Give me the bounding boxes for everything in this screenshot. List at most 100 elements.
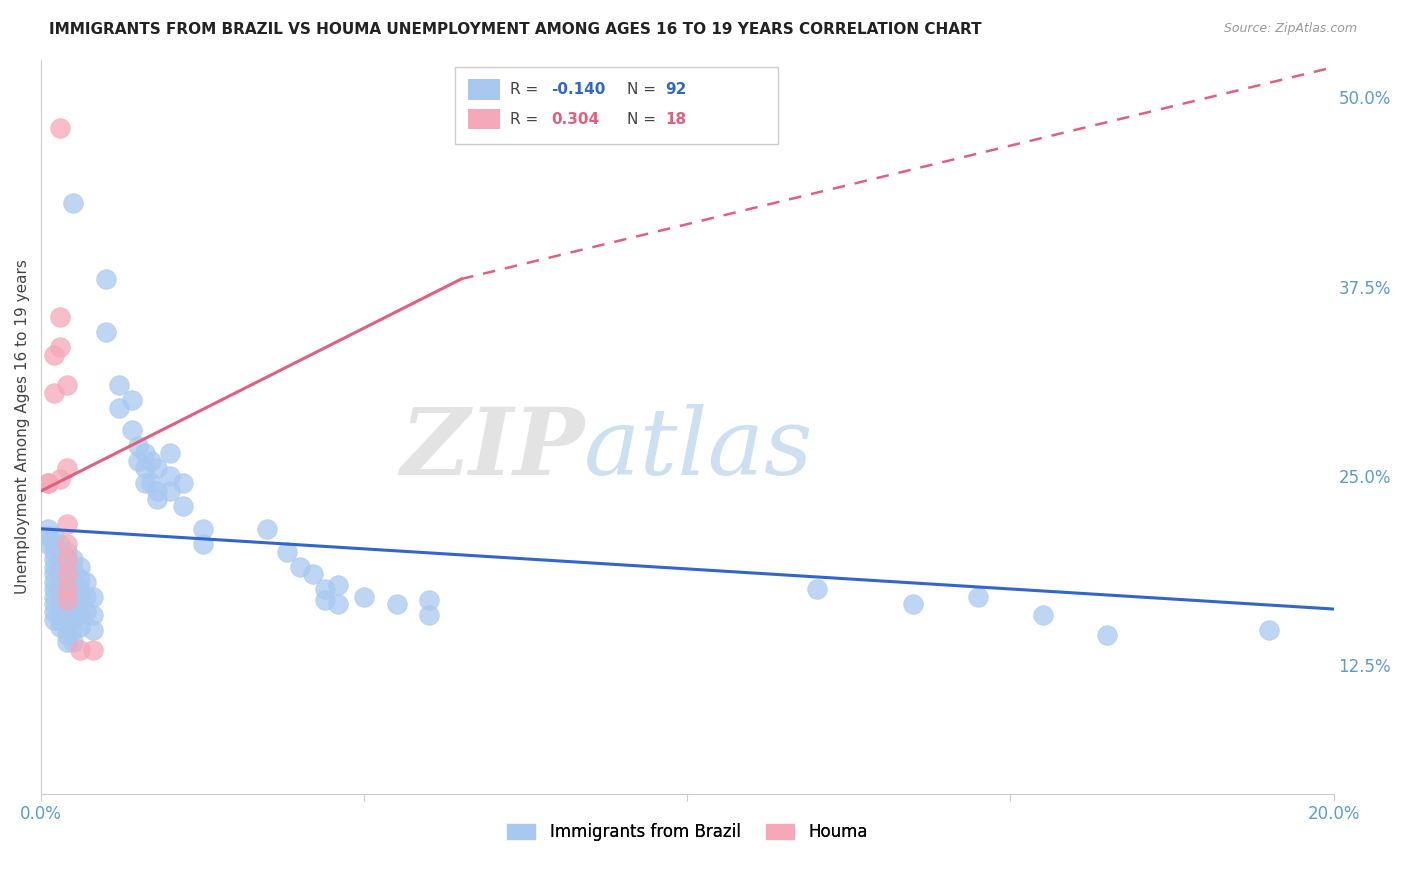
Point xyxy=(42,574,65,589)
Point xyxy=(94,325,117,339)
Point xyxy=(49,590,72,604)
Point xyxy=(276,544,298,558)
Text: N =: N = xyxy=(627,112,661,127)
Point xyxy=(69,559,91,574)
Point xyxy=(806,582,828,597)
Text: 18: 18 xyxy=(665,112,686,127)
Point xyxy=(56,582,79,597)
Point xyxy=(56,620,79,634)
Point xyxy=(62,196,84,211)
Point xyxy=(328,598,350,612)
Point xyxy=(56,544,79,558)
Point xyxy=(127,453,149,467)
Point xyxy=(49,340,72,354)
Point xyxy=(134,476,156,491)
Point xyxy=(301,567,323,582)
Point xyxy=(69,593,91,607)
Text: 0.304: 0.304 xyxy=(551,112,600,127)
Point xyxy=(75,590,97,604)
Point xyxy=(191,522,214,536)
Point xyxy=(314,593,336,607)
Point xyxy=(56,582,79,597)
Point xyxy=(94,272,117,286)
Point xyxy=(42,544,65,558)
Point xyxy=(37,537,59,551)
Point xyxy=(159,483,181,498)
Point xyxy=(418,608,440,623)
Text: ZIP: ZIP xyxy=(399,404,583,493)
Point xyxy=(62,635,84,649)
Point xyxy=(82,608,104,623)
Point xyxy=(56,628,79,642)
Point xyxy=(107,401,129,415)
Point xyxy=(49,537,72,551)
Point xyxy=(121,393,143,408)
Point xyxy=(42,559,65,574)
Point xyxy=(49,120,72,135)
Point xyxy=(385,598,408,612)
Point xyxy=(56,590,79,604)
Point xyxy=(75,605,97,619)
Point xyxy=(134,446,156,460)
Point xyxy=(56,613,79,627)
Point xyxy=(139,453,162,467)
Bar xyxy=(468,109,501,129)
Point xyxy=(49,552,72,566)
Point xyxy=(62,582,84,597)
Point xyxy=(56,517,79,532)
Point xyxy=(967,590,990,604)
Point xyxy=(127,439,149,453)
Text: N =: N = xyxy=(627,82,661,97)
Point xyxy=(42,552,65,566)
Point xyxy=(121,424,143,438)
Point xyxy=(82,624,104,638)
Point xyxy=(49,472,72,486)
Point xyxy=(172,476,194,491)
Point xyxy=(49,574,72,589)
Text: R =: R = xyxy=(510,82,543,97)
Point xyxy=(42,537,65,551)
Point xyxy=(146,483,169,498)
Point xyxy=(69,643,91,657)
Point xyxy=(42,385,65,400)
Point xyxy=(56,537,79,551)
Point xyxy=(49,598,72,612)
Point xyxy=(146,461,169,475)
Point xyxy=(69,620,91,634)
Point xyxy=(288,559,311,574)
Point xyxy=(42,348,65,362)
Point xyxy=(56,593,79,607)
Point xyxy=(37,476,59,491)
Point xyxy=(62,552,84,566)
Point xyxy=(134,461,156,475)
Point xyxy=(1257,624,1279,638)
Text: 92: 92 xyxy=(665,82,686,97)
Point xyxy=(37,522,59,536)
Point xyxy=(49,605,72,619)
Text: IMMIGRANTS FROM BRAZIL VS HOUMA UNEMPLOYMENT AMONG AGES 16 TO 19 YEARS CORRELATI: IMMIGRANTS FROM BRAZIL VS HOUMA UNEMPLOY… xyxy=(49,22,981,37)
Point xyxy=(75,574,97,589)
Legend: Immigrants from Brazil, Houma: Immigrants from Brazil, Houma xyxy=(499,816,875,847)
Point xyxy=(191,537,214,551)
Point xyxy=(56,559,79,574)
Point xyxy=(56,378,79,392)
Point xyxy=(159,446,181,460)
Point xyxy=(62,593,84,607)
Text: atlas: atlas xyxy=(583,404,814,493)
Point xyxy=(56,605,79,619)
Point xyxy=(328,578,350,592)
Point xyxy=(69,572,91,586)
Point xyxy=(42,582,65,597)
Point xyxy=(49,620,72,634)
Point xyxy=(62,613,84,627)
Point xyxy=(49,582,72,597)
Point xyxy=(49,559,72,574)
Point xyxy=(69,608,91,623)
Y-axis label: Unemployment Among Ages 16 to 19 years: Unemployment Among Ages 16 to 19 years xyxy=(15,260,30,594)
Point xyxy=(37,529,59,543)
Point xyxy=(69,582,91,597)
Text: R =: R = xyxy=(510,112,543,127)
Point xyxy=(56,635,79,649)
Point xyxy=(42,613,65,627)
Point xyxy=(139,476,162,491)
